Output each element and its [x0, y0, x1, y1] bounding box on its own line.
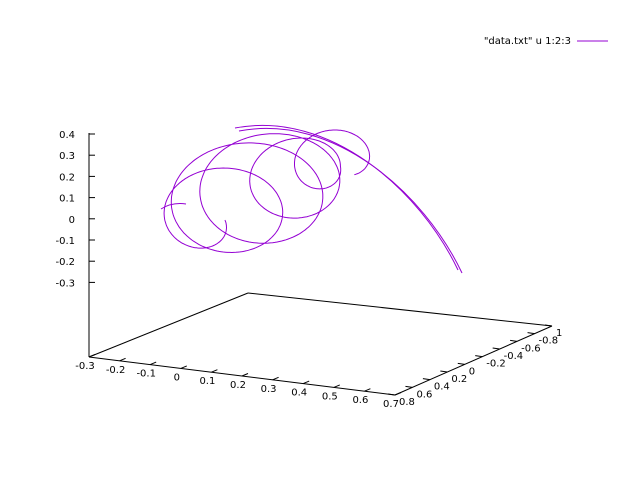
series-start-path: [160, 203, 187, 210]
z-tick-label: 0.3: [59, 151, 75, 162]
x-tick: [394, 392, 402, 396]
x-tick-label: -0.3: [75, 361, 95, 372]
x-tick-label: -0.2: [106, 365, 126, 376]
x-tick: [241, 373, 249, 377]
x-tick-label: 0: [174, 372, 180, 383]
x-tick-label: -0.1: [136, 369, 156, 380]
series-tail-path: [238, 127, 463, 274]
x-tick: [364, 388, 371, 392]
back-axis-line: [247, 292, 553, 327]
x-axis-ticks: -0.3 -0.2 -0.1 0 0.1 0.2 0.3 0.4 0.5 0.6 0.7: [75, 354, 402, 410]
series-tail-path: [234, 124, 459, 271]
z-tick-label: 0.2: [59, 172, 75, 183]
y-tick: [440, 370, 448, 373]
z-tick-label: 0: [69, 215, 75, 226]
z-tick-label: 0.1: [59, 194, 75, 205]
y-tick: [510, 339, 518, 342]
y-tick-label: 0: [469, 366, 475, 377]
x-tick: [211, 369, 218, 373]
y-tick: [387, 393, 396, 396]
x-tick-label: 0.6: [352, 395, 368, 406]
x-tick-label: 0.5: [322, 391, 338, 402]
x-tick-label: 0.3: [261, 384, 277, 395]
y-axis-line: [394, 325, 553, 396]
x-tick: [272, 376, 279, 381]
x-tick: [150, 361, 157, 366]
z-tick-label: -0.2: [55, 257, 75, 268]
z-tick-label: -0.1: [55, 236, 75, 247]
y-tick: [405, 385, 413, 388]
y-tick-label: -0.2: [486, 359, 506, 370]
y-tick-label: 0.4: [434, 382, 450, 393]
z-tick-label: 0.4: [59, 130, 75, 141]
x-tick: [180, 365, 187, 369]
z-axis-ticks: 0.4 0.3 0.2 0.1 0 -0.1 -0.2 -0.3: [55, 130, 95, 289]
y-tick: [475, 355, 483, 358]
legend-label: "data.txt" u 1:2:3: [484, 36, 571, 47]
y-tick-label: -0.8: [539, 336, 559, 347]
y-tick: [457, 362, 465, 365]
left-axis-line: [88, 292, 249, 358]
y-tick-label: 1: [556, 328, 562, 339]
y-tick: [527, 332, 535, 335]
x-tick: [119, 357, 126, 362]
y-tick: [544, 324, 553, 327]
x-tick: [303, 380, 310, 385]
z-tick-label: -0.3: [55, 278, 75, 289]
x-tick: [88, 354, 96, 358]
series-helix-path: [163, 129, 371, 254]
y-tick-label: 0.2: [451, 374, 467, 385]
y-tick-label: 0.6: [416, 389, 432, 400]
x-tick: [333, 384, 340, 388]
y-tick-label: 0.8: [399, 397, 415, 408]
y-tick-label: -0.4: [504, 351, 524, 362]
y-axis-ticks: 0.80.60.40.20 -0.2-0.4-0.6-0.81: [387, 324, 562, 408]
x-tick-label: 0.2: [230, 380, 246, 391]
x-tick-label: 0.4: [291, 388, 307, 399]
y-tick-label: -0.6: [521, 343, 541, 354]
x-tick-label: 0.1: [199, 376, 215, 387]
y-tick: [422, 378, 430, 381]
x-tick-label: 0.7: [383, 399, 399, 410]
y-tick: [492, 347, 500, 350]
series-curve: [160, 124, 463, 274]
